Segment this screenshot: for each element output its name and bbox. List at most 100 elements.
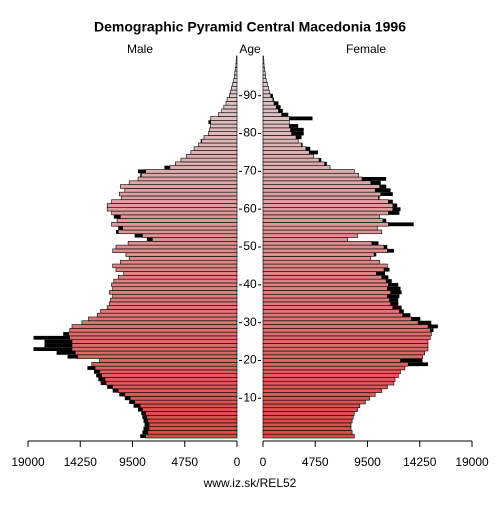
bar-excess bbox=[143, 426, 149, 431]
female-bar bbox=[262, 248, 394, 253]
male-bar bbox=[44, 343, 238, 348]
female-bar bbox=[262, 82, 268, 87]
bar-fill bbox=[262, 343, 429, 348]
bar-excess bbox=[94, 369, 100, 374]
male-bar bbox=[117, 275, 238, 280]
female-bar bbox=[262, 89, 270, 95]
bar-excess bbox=[375, 188, 391, 193]
bar-fill bbox=[262, 411, 355, 416]
male-bar bbox=[112, 248, 238, 253]
bar-excess bbox=[133, 403, 141, 408]
bar-fill bbox=[235, 63, 238, 68]
bar-fill bbox=[262, 55, 264, 61]
bar-excess bbox=[140, 173, 142, 178]
bar-excess bbox=[200, 139, 202, 143]
female-bar bbox=[262, 146, 311, 151]
male-bar bbox=[142, 430, 238, 435]
bar-fill bbox=[262, 135, 297, 140]
male-bar bbox=[88, 316, 238, 322]
bar-excess bbox=[146, 237, 153, 242]
y-tick-label: 10 bbox=[243, 390, 257, 404]
female-bar bbox=[262, 225, 378, 231]
bar-fill bbox=[262, 271, 377, 276]
bar-fill bbox=[122, 225, 238, 231]
female-bar bbox=[262, 138, 299, 144]
bar-fill bbox=[262, 350, 425, 356]
bar-fill bbox=[262, 377, 396, 382]
female-bar bbox=[262, 290, 402, 295]
bar-fill bbox=[106, 305, 238, 310]
female-bar bbox=[262, 93, 273, 98]
bar-excess bbox=[388, 211, 400, 215]
female-bar bbox=[262, 206, 401, 212]
bar-fill bbox=[111, 199, 238, 204]
bar-fill bbox=[130, 396, 238, 401]
male-bar bbox=[115, 244, 238, 250]
male-bar bbox=[210, 116, 238, 121]
bar-fill bbox=[262, 229, 383, 235]
bar-fill bbox=[262, 70, 266, 76]
male-bar bbox=[112, 293, 238, 299]
female-bar bbox=[262, 112, 289, 117]
male-bar bbox=[208, 119, 238, 125]
male-bar bbox=[180, 157, 238, 163]
bar-excess bbox=[374, 252, 377, 257]
bar-fill bbox=[262, 335, 431, 340]
bar-excess bbox=[392, 207, 401, 212]
male-bar bbox=[142, 415, 238, 420]
bar-fill bbox=[77, 354, 238, 359]
y-tick-label: 20 bbox=[243, 353, 257, 367]
female-bar bbox=[262, 135, 302, 140]
bar-excess bbox=[387, 248, 394, 253]
bar-fill bbox=[262, 104, 277, 110]
male-bar bbox=[113, 214, 238, 219]
female-bar bbox=[262, 157, 322, 163]
bar-fill bbox=[142, 233, 238, 238]
bar-fill bbox=[112, 263, 238, 269]
bar-excess bbox=[301, 142, 303, 147]
bar-excess bbox=[208, 120, 211, 125]
male-bar bbox=[67, 354, 238, 359]
bar-fill bbox=[147, 418, 238, 424]
bar-fill bbox=[111, 210, 238, 216]
bar-fill bbox=[262, 161, 325, 166]
bar-fill bbox=[262, 426, 352, 431]
bar-excess bbox=[138, 169, 146, 174]
bar-fill bbox=[120, 214, 238, 219]
bar-excess bbox=[270, 93, 273, 98]
female-bar bbox=[262, 331, 432, 337]
male-bar bbox=[109, 301, 238, 306]
bar-fill bbox=[262, 339, 429, 344]
bar-fill bbox=[262, 388, 383, 393]
bar-fill bbox=[262, 282, 389, 288]
bar-fill bbox=[110, 297, 238, 303]
bar-fill bbox=[152, 237, 238, 242]
male-bar bbox=[133, 403, 238, 409]
bar-excess bbox=[33, 335, 70, 340]
bar-fill bbox=[262, 263, 388, 269]
male-bar bbox=[98, 377, 238, 382]
bar-excess bbox=[389, 298, 399, 302]
bar-excess bbox=[387, 294, 400, 299]
bar-fill bbox=[109, 301, 238, 306]
male-bar bbox=[120, 184, 238, 189]
male-bar bbox=[230, 89, 238, 95]
y-tick-label: 30 bbox=[243, 315, 257, 329]
female-bar bbox=[262, 380, 395, 386]
male-bar bbox=[119, 392, 238, 397]
bar-fill bbox=[69, 328, 238, 333]
male-bar bbox=[119, 191, 238, 197]
x-tick-label: 0 bbox=[260, 455, 267, 469]
bar-excess bbox=[98, 377, 105, 382]
female-bar bbox=[262, 369, 401, 375]
female-bar bbox=[262, 161, 327, 166]
bar-fill bbox=[112, 293, 238, 299]
bar-fill bbox=[262, 267, 385, 272]
bar-fill bbox=[236, 55, 238, 61]
bar-fill bbox=[262, 225, 378, 231]
bar-fill bbox=[112, 248, 238, 253]
male-bar bbox=[123, 271, 238, 276]
female-bar bbox=[262, 426, 352, 431]
male-bar bbox=[235, 59, 238, 64]
bar-fill bbox=[262, 180, 372, 185]
